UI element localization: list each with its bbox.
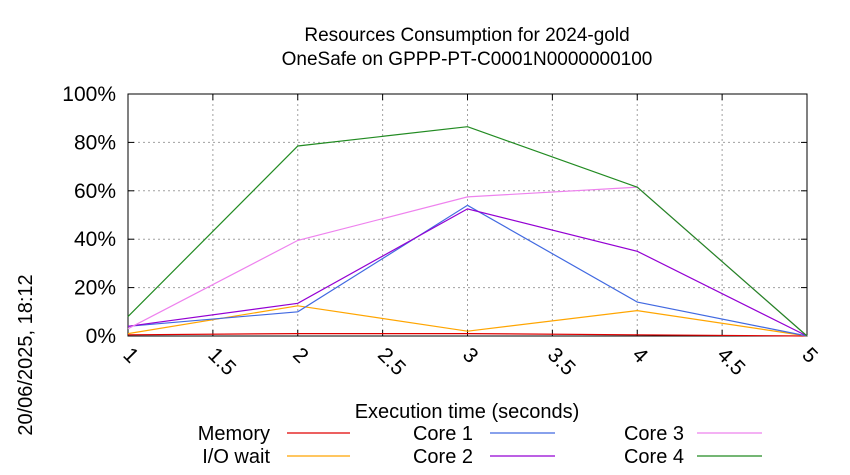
legend-label-i-o-wait: I/O wait	[202, 446, 270, 468]
legend-label-core-1: Core 1	[413, 423, 473, 445]
x-tick-label: 5	[797, 343, 822, 368]
legend-label-core-2: Core 2	[413, 446, 473, 468]
series-line-memory	[127, 333, 808, 337]
x-axis-label: Execution time (seconds)	[355, 401, 580, 423]
series-line-i-o-wait	[127, 305, 808, 337]
x-tick-label: 1	[118, 343, 143, 368]
y-tick-label: 100%	[62, 83, 116, 106]
chart-title: Resources Consumption for 2024-gold	[304, 25, 629, 46]
x-tick-label: 4.5	[713, 343, 750, 380]
legend-label-memory: Memory	[198, 423, 270, 445]
grid	[128, 94, 807, 336]
legend-label-core-4: Core 4	[624, 446, 684, 468]
y-axis: 0% 20% 40% 60% 80% 100%	[62, 83, 807, 348]
x-tick-label: 3.5	[543, 343, 580, 380]
series-lines	[127, 126, 808, 337]
series-line-core-1	[127, 204, 808, 337]
x-tick-label: 1.5	[203, 343, 240, 380]
y-tick-label: 80%	[74, 131, 116, 154]
y-tick-label: 20%	[74, 277, 116, 300]
chart-subtitle: OneSafe on GPPP-PT-C0001N0000000100	[282, 49, 653, 70]
x-tick-label: 2.5	[373, 343, 410, 380]
x-axis: 1 1.5 2 2.5 3 3.5 4 4.5 5	[118, 94, 822, 380]
y-tick-label: 0%	[86, 325, 116, 348]
y-tick-label: 40%	[74, 228, 116, 251]
x-tick-label: 3	[458, 343, 483, 368]
y-tick-label: 60%	[74, 180, 116, 203]
series-line-core-2	[127, 208, 808, 337]
legend-label-core-3: Core 3	[624, 423, 684, 445]
x-tick-label: 4	[628, 343, 653, 368]
series-line-core-4	[127, 126, 808, 337]
timestamp-label: 20/06/2025, 18:12	[15, 274, 37, 435]
x-tick-label: 2	[288, 343, 313, 368]
